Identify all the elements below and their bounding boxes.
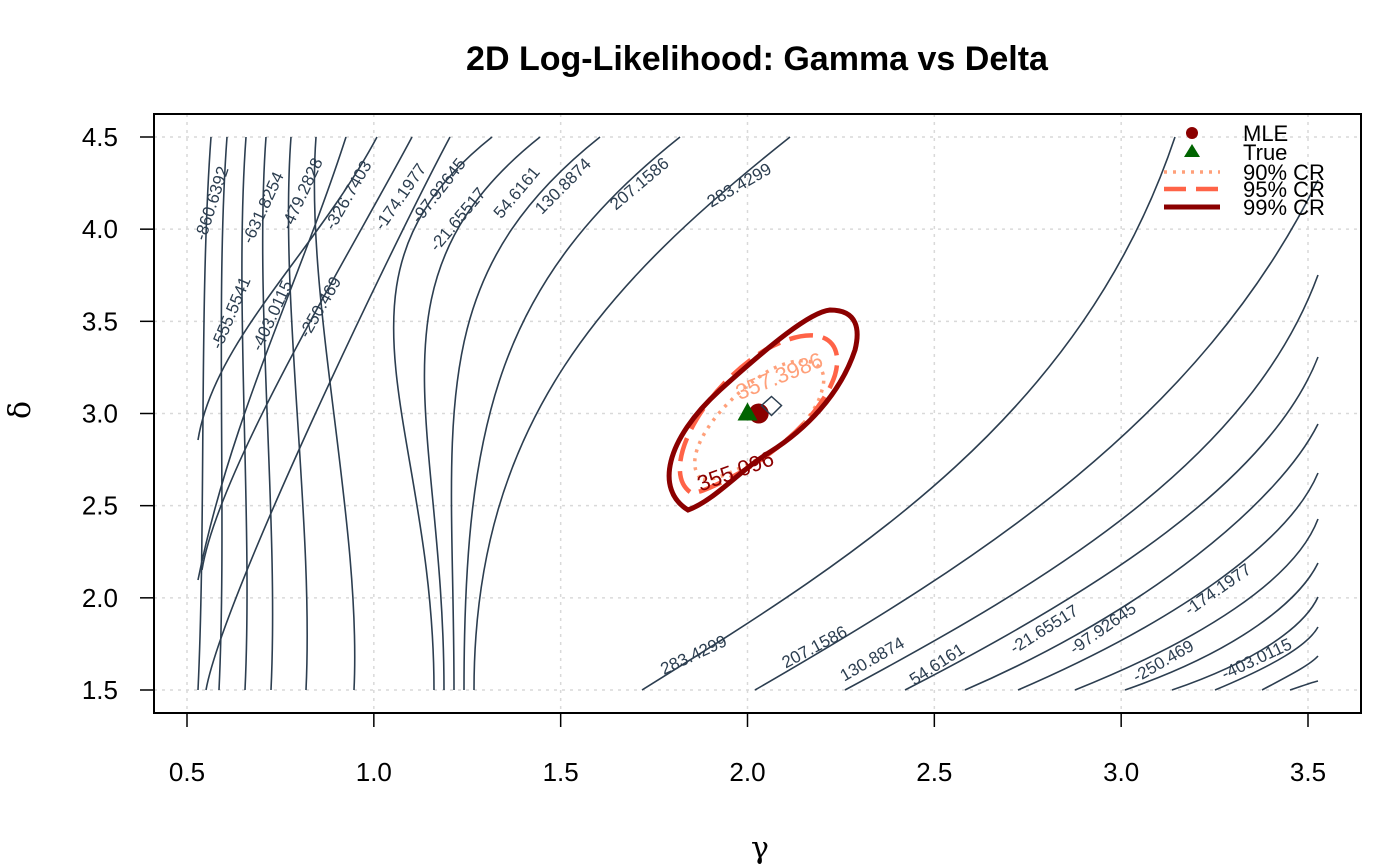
x-axis-label: γ [751, 831, 769, 866]
contour-line [423, 136, 541, 691]
contour-lines [197, 136, 1319, 691]
contour-label: -174.1977 [1181, 560, 1255, 619]
contour-line [1171, 596, 1319, 691]
contour-line [754, 179, 1319, 691]
contour-labels: -860.6392 -631.8254-479.2828-326.7403-174… [191, 154, 1295, 689]
contour-line [1124, 562, 1319, 691]
contour-label: 130.8874 [837, 633, 908, 685]
contour-line [450, 136, 601, 691]
cr-level-label: 355.096 [694, 446, 777, 497]
contour-line [1017, 472, 1319, 691]
legend-label: MLE [1243, 121, 1288, 146]
contour-label: 54.6161 [490, 163, 544, 222]
y-tick-label: 4.5 [82, 122, 118, 152]
legend-label: True [1243, 140, 1287, 165]
y-tick-label: 2.5 [82, 491, 118, 521]
contour-line [964, 423, 1319, 691]
true-point [737, 402, 758, 421]
y-tick-label: 1.5 [82, 675, 118, 705]
y-axis: 1.5 2.0 2.5 3.0 3.5 4.0 4.5 [82, 122, 155, 705]
contour-line [261, 136, 274, 691]
cr-region-2 [677, 333, 840, 495]
contour-line [844, 274, 1319, 691]
contour-line [201, 136, 413, 571]
y-axis-label: δ [3, 401, 38, 419]
contour-label: 283.4299 [704, 159, 775, 211]
legend-label: 95% CR [1243, 177, 1325, 202]
contour-label: 130.8874 [531, 154, 595, 218]
y-tick-label: 3.0 [82, 399, 118, 429]
contour-label: -479.2828 [277, 155, 327, 232]
contour-line [313, 136, 356, 691]
legend-true-symbol [1184, 144, 1200, 157]
y-tick-label: 3.5 [82, 306, 118, 336]
contour-line [197, 136, 212, 691]
contour-label: -860.6392 [191, 164, 233, 243]
legend-label: 99% CR [1243, 195, 1325, 220]
contour-label: -326.7403 [321, 157, 376, 233]
contour-label: -555.5541 [207, 274, 254, 352]
contour-line [392, 136, 493, 691]
cr-region-1 [693, 359, 826, 482]
contour-line [904, 356, 1319, 691]
x-tick-label: 3.5 [1290, 757, 1326, 787]
chart-title: 2D Log-Likelihood: Gamma vs Delta [466, 40, 1049, 78]
contour-label: 283.4299 [658, 631, 730, 678]
y-tick-label: 4.0 [82, 214, 118, 244]
peak-contour-marker [760, 395, 783, 417]
contour-line [1261, 655, 1319, 691]
contour-line [241, 136, 248, 691]
x-tick-label: 1.0 [356, 757, 392, 787]
contour-line [473, 136, 791, 691]
x-tick-label: 1.5 [543, 757, 579, 787]
contour-label: -250.469 [295, 273, 345, 341]
contour-line [1214, 626, 1319, 691]
contour-label: 54.6161 [906, 640, 968, 689]
contour-line [218, 136, 228, 691]
contour-label: 207.1586 [606, 154, 673, 214]
contour-line [1074, 518, 1319, 691]
contour-line [205, 136, 451, 691]
legend-label: 90% CR [1243, 160, 1325, 185]
contour-line [197, 136, 347, 581]
point-markers [737, 395, 783, 424]
x-tick-label: 2.0 [729, 757, 765, 787]
contour-line [641, 136, 1176, 691]
cr-region-3 [666, 307, 860, 513]
contour-line [287, 136, 308, 691]
grid-lines [154, 114, 1361, 713]
contour-label: -403.0115 [1219, 634, 1295, 683]
contour-label: 207.1586 [779, 622, 851, 672]
x-tick-label: 2.5 [916, 757, 952, 787]
x-tick-label: 0.5 [169, 757, 205, 787]
y-tick-label: 2.0 [82, 583, 118, 613]
contour-line [1289, 680, 1319, 691]
contour-line [463, 136, 681, 691]
contour-line [197, 136, 378, 441]
legend-mle-symbol [1186, 127, 1198, 139]
x-axis: 0.5 1.0 1.5 2.0 2.5 3.0 3.5 [169, 712, 1326, 787]
x-tick-label: 3.0 [1103, 757, 1139, 787]
cr-level-label: 357.3986 [732, 347, 826, 405]
